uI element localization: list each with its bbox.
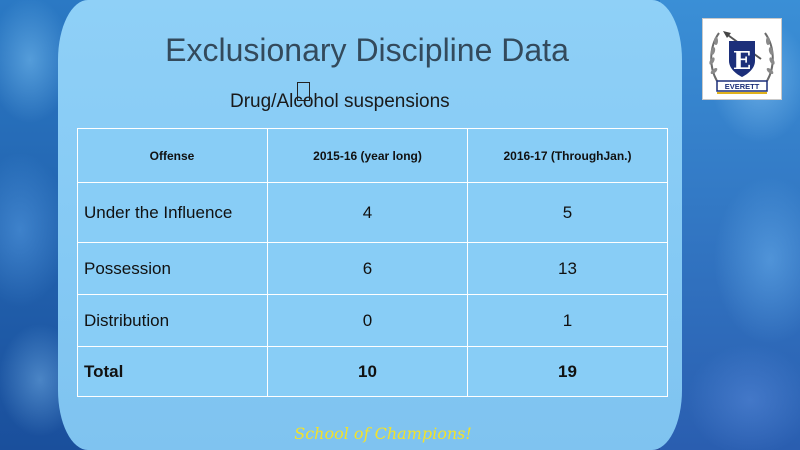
cell-total-2015-16: 10	[267, 346, 468, 397]
cell-offense: Possession	[77, 242, 268, 295]
svg-text:E: E	[733, 46, 751, 75]
table-row: Under the Influence 4 5	[77, 182, 668, 243]
cell-2015-16: 4	[267, 182, 468, 243]
cell-2015-16: 0	[267, 294, 468, 347]
cell-2015-16: 6	[267, 242, 468, 295]
table-row: Distribution 0 1	[77, 294, 668, 347]
header-2015-16: 2015-16 (year long)	[267, 128, 468, 183]
header-2016-17: 2016-17 (ThroughJan.)	[467, 128, 668, 183]
cell-2016-17: 13	[467, 242, 668, 295]
cell-total-2016-17: 19	[467, 346, 668, 397]
cell-total-label: Total	[77, 346, 268, 397]
svg-text:EVERETT: EVERETT	[725, 82, 760, 91]
cell-2016-17: 1	[467, 294, 668, 347]
table-total-row: Total 10 19	[77, 346, 668, 397]
cell-offense: Distribution	[77, 294, 268, 347]
suspensions-table: Offense 2015-16 (year long) 2016-17 (Thr…	[77, 128, 668, 397]
school-logo: E EVERETT	[702, 18, 782, 100]
cell-offense: Under the Influence	[77, 182, 268, 243]
slide-title: Exclusionary Discipline Data	[165, 32, 569, 68]
header-offense: Offense	[77, 128, 268, 183]
cell-2016-17: 5	[467, 182, 668, 243]
footer-slogan: School of Champions!	[294, 424, 472, 443]
table-header-row: Offense 2015-16 (year long) 2016-17 (Thr…	[77, 128, 668, 183]
table-row: Possession 6 13	[77, 242, 668, 295]
everett-crest-icon: E EVERETT	[709, 31, 775, 94]
text-cursor-placeholder	[297, 82, 310, 101]
slide-subtitle: Drug/Alcohol suspensions	[230, 91, 450, 112]
